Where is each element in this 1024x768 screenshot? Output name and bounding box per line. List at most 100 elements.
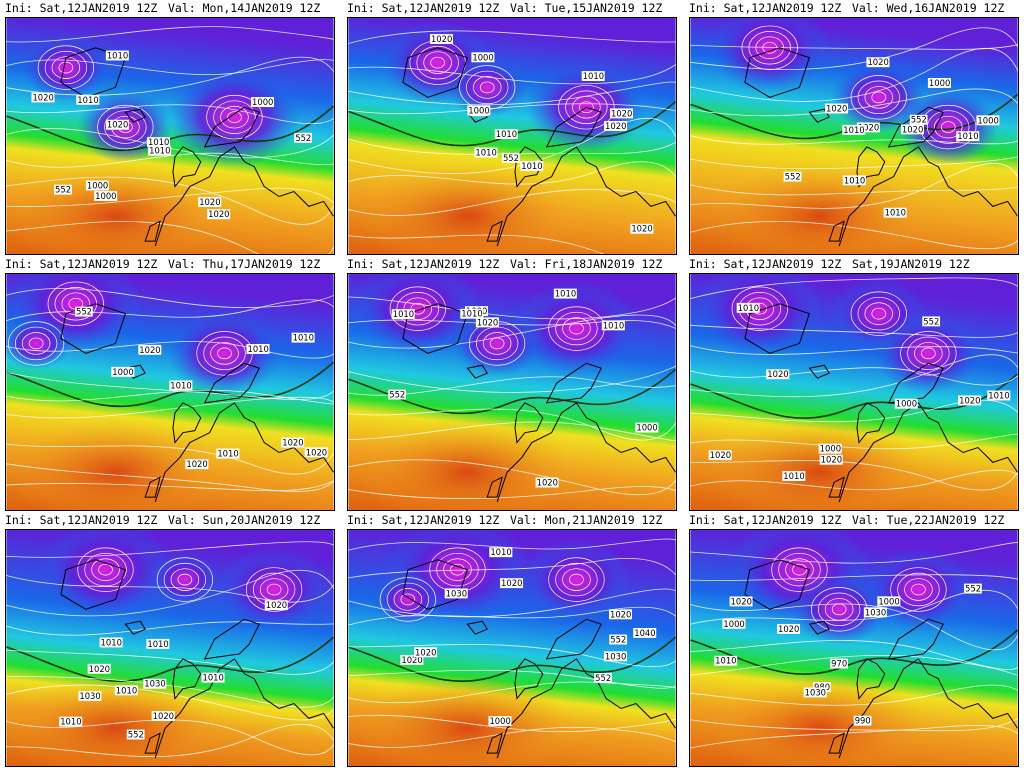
map-canvas: 1010 1010 1010 1010 1020 1030 1030 1020 552 1010 1… — [6, 530, 334, 766]
forecast-panel: Ini: Sat,12JAN2019 12Z Val: Mon,14JAN2019… — [0, 0, 341, 256]
isobar — [6, 221, 334, 254]
isobar — [227, 111, 242, 123]
svg-text:1010: 1010 — [202, 673, 223, 683]
isobar — [6, 541, 334, 558]
pressure-label: 1030 — [863, 607, 887, 617]
low-pressure-center — [522, 539, 631, 621]
svg-text:1020: 1020 — [32, 92, 53, 102]
high-pressure-area — [358, 673, 577, 766]
pressure-label: 1010 — [201, 673, 225, 683]
isobar — [170, 568, 200, 591]
svg-text:1010: 1010 — [885, 208, 906, 218]
isobar — [6, 684, 334, 721]
forecast-panel: Ini: Sat,12JAN2019 12Z Val: Tue,22JAN2019… — [684, 512, 1024, 768]
coastline — [838, 402, 1018, 503]
isobar — [6, 649, 334, 675]
isobar — [555, 311, 598, 346]
geopotential-map: 1010101010001020552101010001010102055210… — [347, 17, 677, 255]
isobar — [850, 75, 907, 120]
isobar — [430, 56, 445, 69]
isobar — [6, 26, 334, 43]
forecast-panel: Ini: Sat,12JAN2019 12Z Val: Sun,20JAN2019… — [0, 512, 341, 768]
isobar — [6, 128, 334, 159]
high-pressure-area — [6, 673, 225, 766]
isobar — [403, 297, 433, 320]
svg-text:1000: 1000 — [95, 191, 116, 201]
coastline — [496, 658, 676, 759]
valid-time-label: Val: Tue,22JAN2019 12Z — [852, 513, 1005, 527]
coastline — [856, 658, 886, 700]
isobar — [927, 110, 970, 144]
svg-text:552: 552 — [911, 115, 927, 125]
map-canvas: 1010101010001020552101010001010102055210… — [348, 18, 676, 254]
svg-text:1020: 1020 — [867, 57, 888, 67]
pressure-label: 552 — [74, 307, 93, 317]
thickness-552-line — [6, 361, 334, 408]
isobar — [569, 573, 584, 586]
isobar — [348, 421, 676, 442]
svg-text:552: 552 — [55, 185, 71, 195]
svg-text:1020: 1020 — [199, 197, 220, 207]
pressure-label: 1010 — [246, 344, 270, 354]
pressure-label: 1000 — [251, 97, 275, 107]
pressure-label: 1010 — [883, 208, 907, 218]
svg-text:1000: 1000 — [489, 716, 510, 726]
svg-text:1010: 1010 — [496, 129, 517, 139]
svg-text:1020: 1020 — [415, 647, 436, 657]
coastline — [124, 108, 146, 123]
svg-text:552: 552 — [923, 316, 939, 326]
isobar — [548, 557, 605, 602]
svg-text:1010: 1010 — [715, 656, 736, 666]
isobar — [393, 588, 423, 611]
isobar — [489, 337, 505, 350]
svg-text:1020: 1020 — [282, 438, 303, 448]
isobar — [98, 563, 113, 576]
forecast-panel: Ini: Sat,12JAN2019 12Z Val: Wed,16JAN2019… — [684, 0, 1024, 256]
coastline — [828, 732, 845, 754]
isobar — [914, 342, 943, 365]
isobar — [21, 332, 51, 355]
isobar — [6, 299, 334, 321]
svg-text:1000: 1000 — [723, 619, 744, 629]
isobar — [6, 719, 334, 756]
isobar — [348, 669, 676, 689]
svg-text:1020: 1020 — [631, 224, 652, 234]
pressure-label: 990 — [853, 716, 872, 726]
svg-text:1020: 1020 — [107, 120, 128, 130]
svg-text:1020: 1020 — [266, 600, 287, 610]
coastline — [402, 303, 469, 354]
isobar — [690, 542, 1018, 564]
isobar — [206, 94, 263, 140]
svg-text:1010: 1010 — [475, 148, 496, 158]
svg-text:1010: 1010 — [490, 547, 511, 557]
isobar — [792, 563, 807, 576]
valid-time-label: Val: Fri,18JAN2019 12Z — [510, 257, 663, 271]
svg-text:1020: 1020 — [858, 122, 879, 132]
pressure-label: 1020 — [400, 655, 424, 665]
low-pressure-center — [709, 18, 830, 93]
isobar — [348, 538, 676, 551]
isobar — [857, 296, 900, 331]
panel-header: Ini: Sat,12JAN2019 12Z Val: Tue,15JAN2019… — [342, 0, 683, 16]
svg-text:1010: 1010 — [957, 131, 978, 141]
forecast-panel: Ini: Sat,12JAN2019 12Z Val: Thu,17JAN2019… — [0, 256, 341, 512]
isobar — [348, 189, 676, 216]
isobar — [817, 592, 861, 627]
pressure-label: 1040 — [633, 628, 657, 638]
isobar — [423, 51, 452, 74]
isobar — [824, 598, 854, 621]
valid-time-label: Val: Thu,17JAN2019 12Z — [168, 257, 321, 271]
isobar — [690, 367, 1018, 386]
isobar — [690, 277, 1018, 300]
isobar — [348, 588, 676, 618]
thickness-552-line — [348, 636, 676, 683]
svg-text:1020: 1020 — [537, 477, 558, 487]
svg-text:1020: 1020 — [767, 369, 788, 379]
isobar — [466, 70, 509, 105]
pressure-label: 1000 — [467, 105, 491, 115]
pressure-label: 970 — [830, 659, 848, 669]
svg-text:1010: 1010 — [555, 289, 576, 299]
svg-text:1000: 1000 — [112, 367, 133, 377]
isobar — [37, 45, 94, 90]
isobar — [348, 376, 676, 396]
